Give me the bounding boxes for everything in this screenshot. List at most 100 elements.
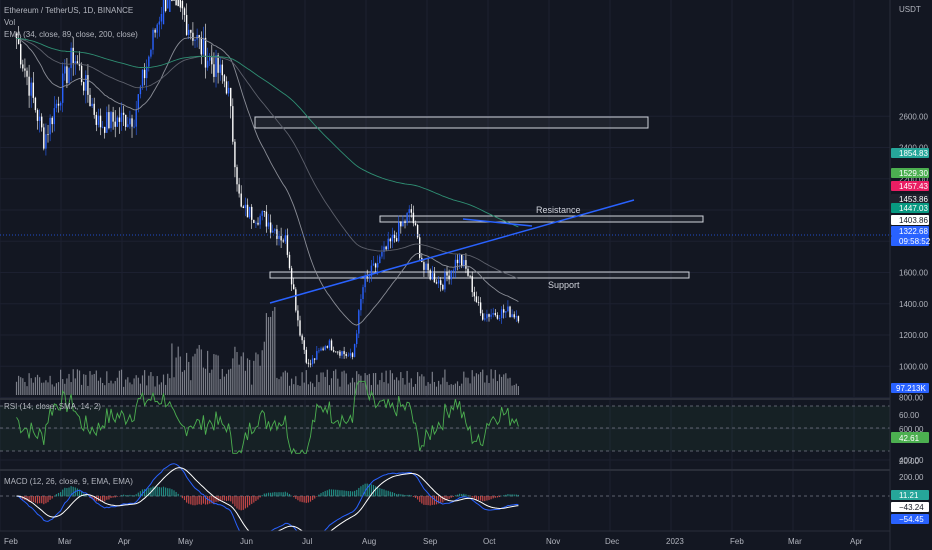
macd-histogram-bar <box>454 495 457 497</box>
price-tag-text: 1453.86 <box>899 195 928 204</box>
candle-body <box>91 103 93 107</box>
candle-body <box>49 117 51 135</box>
volume-bar <box>431 371 433 395</box>
symbol-title[interactable]: Ethereum / TetherUS, 1D, BINANCE <box>4 6 134 15</box>
macd-histogram-bar <box>259 496 261 498</box>
candle-body <box>515 316 518 318</box>
candle-body <box>435 282 438 284</box>
macd-histogram-bar <box>488 496 490 500</box>
macd-histogram-bar <box>330 489 333 497</box>
rsi-legend[interactable]: RSI (14, close, SMA, 14, 2) <box>4 402 104 411</box>
volume-bar <box>81 384 83 395</box>
rsi-tick: 20.00 <box>899 457 920 466</box>
volume-bar <box>335 369 337 395</box>
volume-bar <box>20 377 22 395</box>
symbol-legend[interactable]: Ethereum / TetherUS, 1D, BINANCE <box>4 6 136 15</box>
volume-bar <box>36 374 39 395</box>
time-label: May <box>178 537 193 546</box>
candle-body <box>97 115 100 125</box>
macd-path <box>16 463 519 543</box>
currency-label: USDT <box>899 5 921 14</box>
volume-title[interactable]: Vol <box>4 18 16 27</box>
macd-histogram-bar <box>85 494 87 497</box>
macd-histogram-bar <box>160 487 163 497</box>
candle-body <box>477 301 480 303</box>
volume-bar <box>200 349 202 395</box>
volume-bar <box>194 353 196 395</box>
candle-body <box>87 75 89 95</box>
volume-bar <box>259 365 261 395</box>
candle-body <box>106 112 108 133</box>
macd-histogram-bar <box>456 494 459 497</box>
macd-title[interactable]: MACD (12, 26, close, 9, EMA, EMA) <box>4 477 133 486</box>
macd-histogram-bar <box>322 491 324 497</box>
triangle-upper-line[interactable] <box>462 218 533 227</box>
ascending-trendline[interactable] <box>269 199 635 304</box>
volume-bar <box>53 386 55 395</box>
macd-histogram-bar <box>291 495 293 497</box>
candle-body <box>293 284 295 290</box>
candle-body <box>139 86 142 95</box>
price-tag-box <box>891 236 929 246</box>
macd-histogram-bar <box>389 491 391 497</box>
candle-body <box>408 209 410 214</box>
macd-histogram-bar <box>286 492 289 497</box>
resistance-zone-box[interactable] <box>379 215 704 223</box>
volume-bar <box>148 375 150 395</box>
candle-body <box>225 81 228 94</box>
candle-body <box>141 69 144 87</box>
price-axis[interactable] <box>890 0 932 550</box>
volume-legend[interactable]: Vol <box>4 18 18 27</box>
ema-legend[interactable]: EMA (34, close, 89, close, 200, close) <box>4 30 141 39</box>
candle-body <box>425 263 427 270</box>
ema-title[interactable]: EMA (34, close, 89, close, 200, close) <box>4 30 138 39</box>
candle-body <box>353 344 356 357</box>
macd-histogram-bar <box>417 496 419 500</box>
candle-body <box>337 351 339 353</box>
volume-bar <box>45 380 47 395</box>
volume-bar <box>133 378 135 395</box>
volume-bar <box>85 374 87 395</box>
rsi-line <box>16 380 519 455</box>
volume-bar <box>448 385 450 395</box>
candle-body <box>259 215 261 225</box>
candle-body <box>419 237 421 258</box>
volume-bar <box>316 374 318 395</box>
candle-body <box>150 49 152 57</box>
macd-tick: 200.00 <box>899 473 924 482</box>
macd-histogram-bar <box>272 492 274 497</box>
macd-histogram-bar <box>370 484 373 497</box>
candle-body <box>190 29 192 33</box>
volume-bar <box>120 369 123 395</box>
time-axis[interactable] <box>0 531 890 550</box>
volume-bar <box>267 317 270 395</box>
candle-body <box>236 167 238 185</box>
macd-histogram-bar <box>358 487 360 497</box>
macd-histogram-bar <box>129 494 131 497</box>
candle-body <box>490 314 492 317</box>
candle-body <box>276 229 278 239</box>
macd-histogram-bar <box>431 496 433 505</box>
macd-histogram-bar <box>391 492 394 497</box>
time-label: Mar <box>58 537 72 546</box>
candle-body <box>15 33 18 39</box>
macd-legend[interactable]: MACD (12, 26, close, 9, EMA, EMA) <box>4 477 136 486</box>
time-label: Nov <box>546 537 560 546</box>
trendlines[interactable]: Resistance Support <box>269 199 635 304</box>
macd-histogram-bar <box>341 490 343 497</box>
macd-histogram-bar <box>146 488 148 497</box>
volume-bar <box>417 372 419 395</box>
volume-bar <box>144 370 146 395</box>
volume-bar <box>263 341 265 395</box>
rsi-title[interactable]: RSI (14, close, SMA, 14, 2) <box>4 402 101 411</box>
candle-body <box>202 37 205 55</box>
volume-bar <box>198 345 200 395</box>
macd-histogram-bar <box>383 489 385 497</box>
macd-histogram-bar <box>284 491 286 497</box>
upper-zone-box[interactable] <box>254 116 649 129</box>
macd-histogram-bar <box>120 495 123 497</box>
candle-body <box>167 0 169 9</box>
macd-histogram-bar <box>425 496 427 505</box>
macd-histogram-bar <box>62 489 64 497</box>
